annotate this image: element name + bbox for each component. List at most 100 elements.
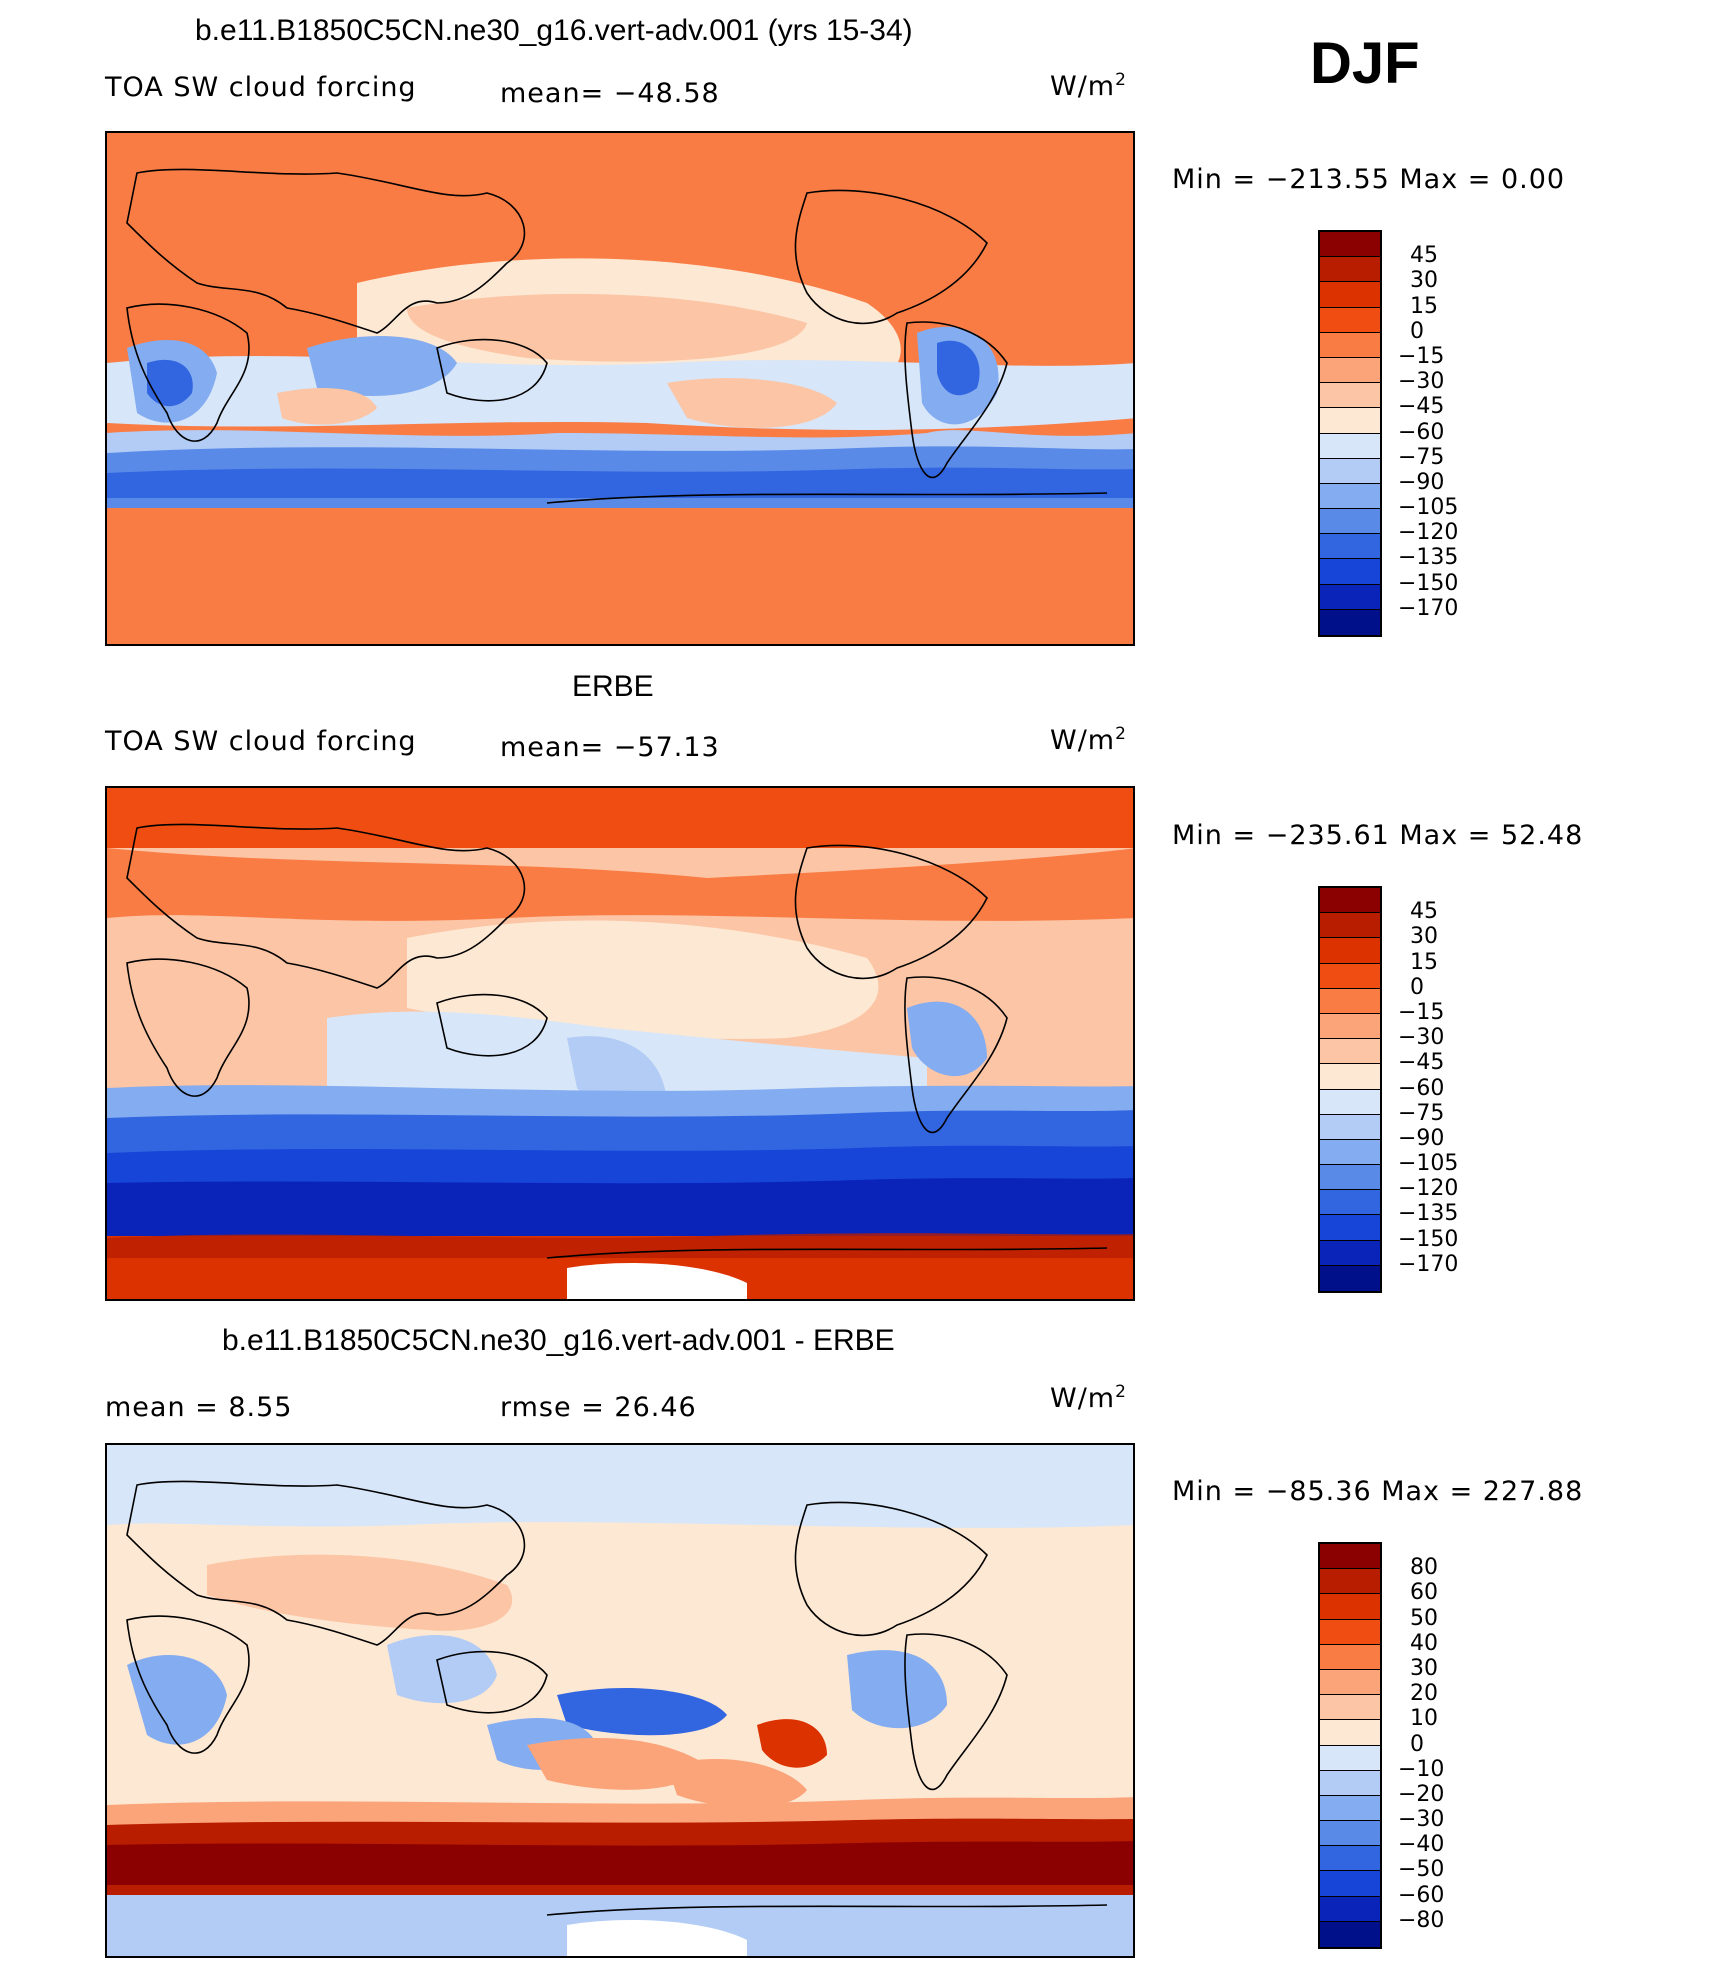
colorbar-tick-label: 30 — [1410, 1655, 1438, 1681]
colorbar-tick-label: 60 — [1410, 1580, 1438, 1606]
panel1-colorbar — [1318, 230, 1382, 637]
colorbar-tick-label: −135 — [1398, 545, 1459, 571]
colorbar-tick-label: 15 — [1410, 949, 1438, 975]
colorbar-segment — [1320, 1165, 1380, 1191]
colorbar-segment — [1320, 257, 1380, 283]
colorbar-segment — [1320, 509, 1380, 535]
colorbar-segment — [1320, 1846, 1380, 1872]
panel3-mean: mean = 8.55 — [105, 1392, 293, 1423]
panel1-map — [105, 131, 1135, 646]
colorbar-tick-label: −50 — [1398, 1857, 1445, 1883]
panel3-map — [105, 1443, 1135, 1958]
panel2-title: ERBE — [572, 670, 654, 703]
colorbar-segment — [1320, 1013, 1380, 1040]
colorbar-tick-label: 0 — [1410, 974, 1424, 1000]
colorbar-segment — [1320, 1720, 1380, 1746]
panel3-colorbar — [1318, 1542, 1382, 1949]
colorbar-tick-label: 45 — [1410, 899, 1438, 925]
panel2-minmax: Min = −235.61 Max = 52.48 — [1172, 820, 1584, 851]
panel3-rmse: rmse = 26.46 — [500, 1392, 697, 1423]
colorbar-segment — [1320, 559, 1380, 585]
colorbar-tick-label: −120 — [1398, 520, 1459, 546]
colorbar-tick-label: 40 — [1410, 1630, 1438, 1656]
colorbar-segment — [1320, 1896, 1380, 1922]
colorbar-segment — [1320, 1644, 1380, 1670]
colorbar-tick-label: 30 — [1410, 924, 1438, 950]
colorbar-tick-label: 20 — [1410, 1681, 1438, 1707]
panel1-map-field — [107, 133, 1133, 644]
colorbar-tick-label: −105 — [1398, 495, 1459, 521]
colorbar-tick-label: −150 — [1398, 570, 1459, 596]
colorbar-tick-label: −45 — [1398, 1050, 1445, 1076]
colorbar-segment — [1320, 1114, 1380, 1140]
colorbar-segment — [1320, 534, 1380, 560]
colorbar-segment — [1320, 433, 1380, 459]
colorbar-segment — [1320, 1770, 1380, 1796]
colorbar-segment — [1320, 1089, 1380, 1115]
colorbar-segment — [1320, 1039, 1380, 1065]
panel2-units: W/m2 — [1050, 724, 1127, 756]
colorbar-tick-label: −105 — [1398, 1151, 1459, 1177]
colorbar-tick-label: 30 — [1410, 268, 1438, 294]
colorbar-segment — [1320, 584, 1380, 610]
panel3-title: b.e11.B1850C5CN.ne30_g16.vert-adv.001 - … — [222, 1324, 895, 1357]
colorbar-segment — [1320, 483, 1380, 510]
colorbar-tick-label: −120 — [1398, 1176, 1459, 1202]
panel1-mean: mean= −48.58 — [500, 78, 720, 109]
colorbar-segment — [1320, 913, 1380, 939]
colorbar-segment — [1320, 888, 1380, 914]
colorbar-segment — [1320, 1871, 1380, 1897]
panel1-minmax: Min = −213.55 Max = 0.00 — [1172, 164, 1566, 195]
colorbar-tick-label: −75 — [1398, 1100, 1445, 1126]
panel1-variable: TOA SW cloud forcing — [105, 72, 417, 103]
colorbar-segment — [1320, 1695, 1380, 1721]
colorbar-segment — [1320, 988, 1380, 1014]
colorbar-tick-label: 15 — [1410, 293, 1438, 319]
colorbar-segment — [1320, 1795, 1380, 1822]
colorbar-segment — [1320, 1064, 1380, 1090]
colorbar-segment — [1320, 1544, 1380, 1570]
panel1-units: W/m2 — [1050, 70, 1127, 102]
colorbar-tick-label: −20 — [1398, 1781, 1445, 1807]
colorbar-tick-label: −30 — [1398, 369, 1445, 395]
panel3-map-field — [107, 1445, 1133, 1956]
colorbar-tick-label: −170 — [1398, 595, 1459, 621]
panel2-variable: TOA SW cloud forcing — [105, 726, 417, 757]
colorbar-tick-label: −80 — [1398, 1907, 1445, 1933]
colorbar-segment — [1320, 357, 1380, 384]
colorbar-tick-label: −15 — [1398, 999, 1445, 1025]
colorbar-segment — [1320, 232, 1380, 258]
colorbar-tick-label: −40 — [1398, 1832, 1445, 1858]
colorbar-tick-label: −30 — [1398, 1025, 1445, 1051]
panel2-map-field — [107, 788, 1133, 1299]
colorbar-segment — [1320, 1190, 1380, 1216]
panel3-units: W/m2 — [1050, 1382, 1127, 1414]
colorbar-tick-label: −60 — [1398, 419, 1445, 445]
colorbar-segment — [1320, 1921, 1380, 1947]
colorbar-segment — [1320, 1619, 1380, 1645]
colorbar-segment — [1320, 383, 1380, 409]
colorbar-segment — [1320, 1745, 1380, 1771]
season-label: DJF — [1310, 31, 1420, 96]
panel3-minmax: Min = −85.36 Max = 227.88 — [1172, 1476, 1584, 1507]
colorbar-segment — [1320, 1569, 1380, 1595]
panel1-title: b.e11.B1850C5CN.ne30_g16.vert-adv.001 (y… — [195, 14, 913, 47]
colorbar-tick-label: −30 — [1398, 1807, 1445, 1833]
colorbar-segment — [1320, 1240, 1380, 1266]
colorbar-segment — [1320, 282, 1380, 308]
colorbar-tick-label: −75 — [1398, 444, 1445, 470]
colorbar-tick-label: −10 — [1398, 1756, 1445, 1782]
colorbar-segment — [1320, 458, 1380, 484]
colorbar-tick-label: −60 — [1398, 1882, 1445, 1908]
colorbar-segment — [1320, 609, 1380, 635]
colorbar-tick-label: −135 — [1398, 1201, 1459, 1227]
colorbar-segment — [1320, 408, 1380, 434]
colorbar-tick-label: −90 — [1398, 1125, 1445, 1151]
colorbar-tick-label: 45 — [1410, 243, 1438, 269]
colorbar-tick-label: 80 — [1410, 1555, 1438, 1581]
colorbar-segment — [1320, 1821, 1380, 1847]
colorbar-tick-label: −90 — [1398, 469, 1445, 495]
colorbar-tick-label: 10 — [1410, 1706, 1438, 1732]
colorbar-segment — [1320, 963, 1380, 989]
colorbar-segment — [1320, 938, 1380, 964]
